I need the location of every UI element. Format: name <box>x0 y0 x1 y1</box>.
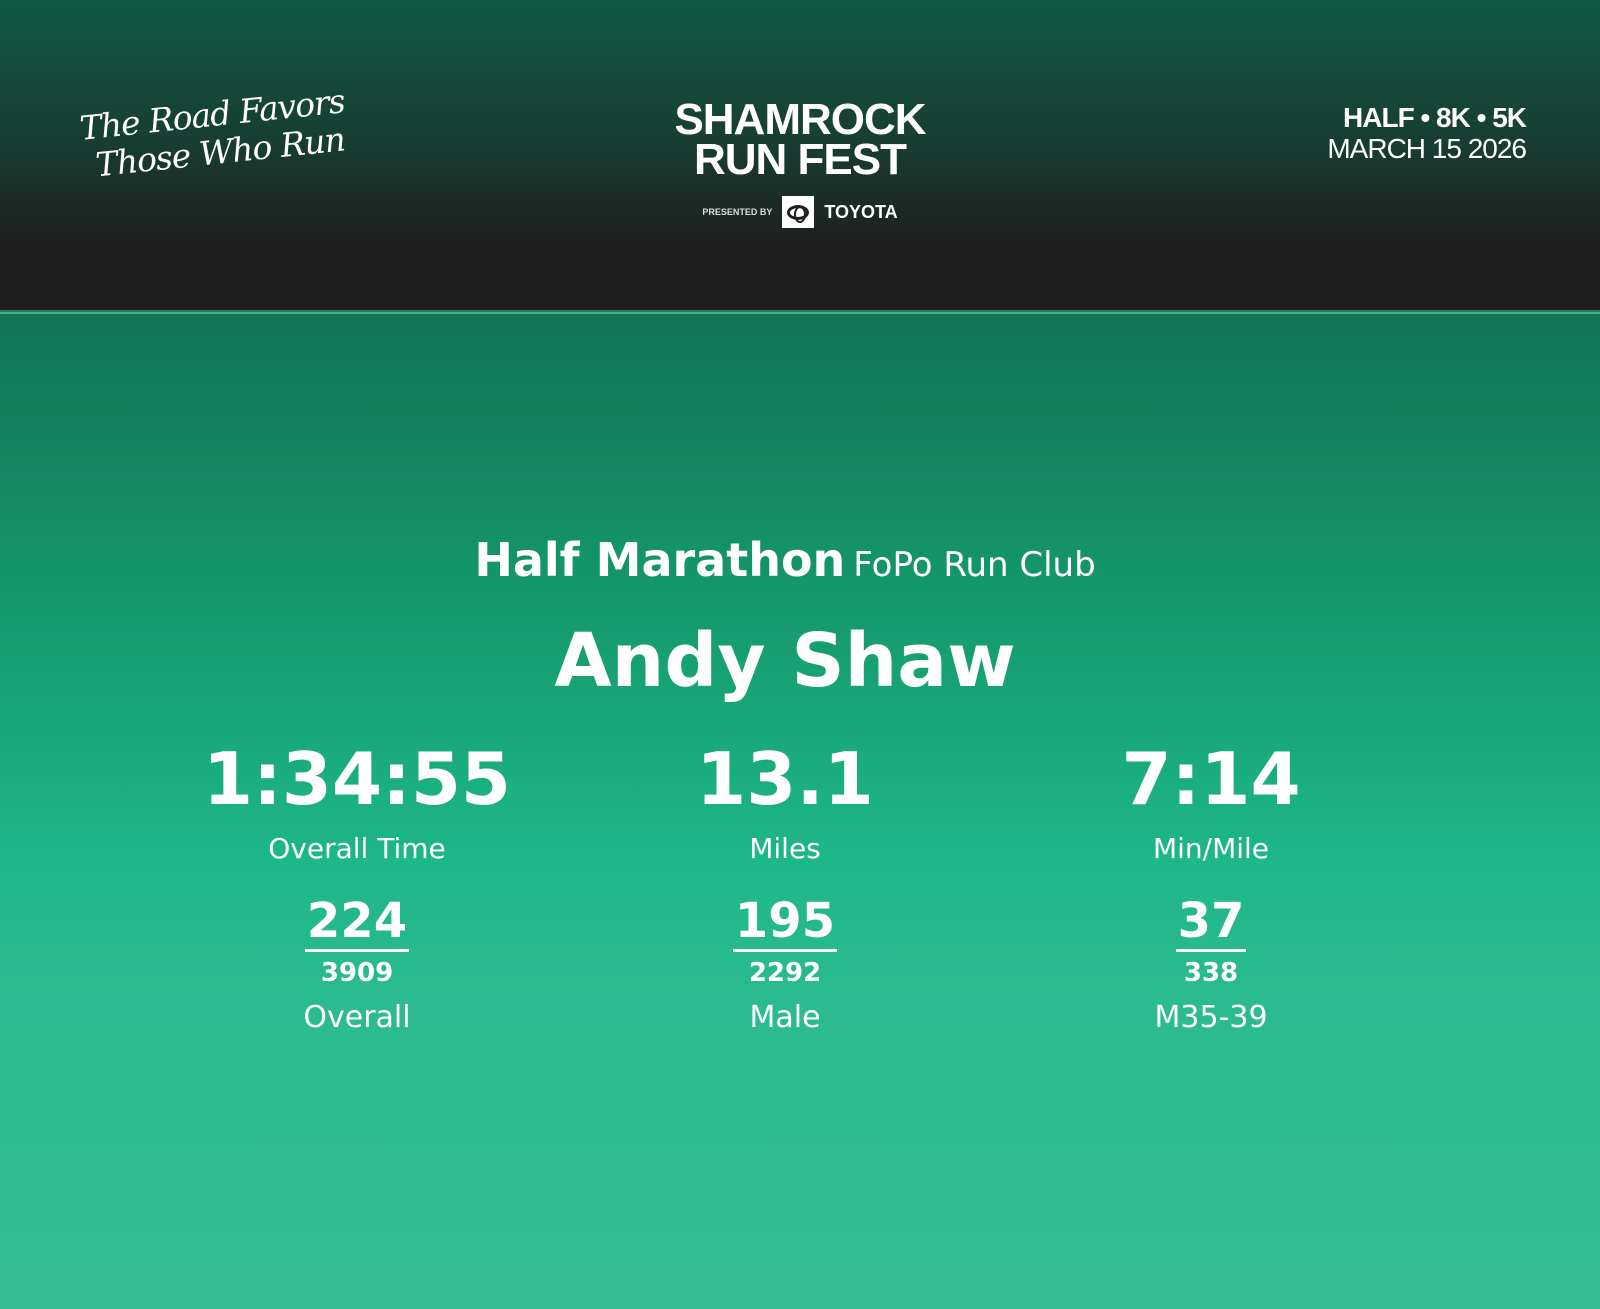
stat-value: 7:14 <box>1121 737 1301 821</box>
header-banner: The Road Favors Those Who Run SHAMROCK R… <box>0 0 1600 312</box>
runner-name: Andy Shaw <box>554 618 1016 704</box>
rank-category: Overall <box>303 1000 411 1035</box>
result-panel <box>0 314 1600 1309</box>
event-info: HALF • 8K • 5K MARCH 15 2026 <box>1327 102 1527 164</box>
logo-line1: SHAMROCK <box>674 95 926 144</box>
logo-line2: RUN FEST <box>694 135 907 184</box>
race-name: Half Marathon <box>474 533 846 587</box>
rank-category: M35-39 <box>1154 1000 1268 1035</box>
event-logo: SHAMROCK RUN FEST PRESENTED BY TOYOTA <box>0 95 1600 228</box>
stat-label: Overall Time <box>268 832 446 865</box>
rank-category: Male <box>749 1000 821 1035</box>
stat-column-pace: 7:14 Min/Mile 37 338 M35-39 <box>1011 740 1411 1035</box>
toyota-logo-icon <box>782 196 815 228</box>
sponsor-name: TOYOTA <box>824 201 898 222</box>
stat-column-time: 1:34:55 Overall Time 224 3909 Overall <box>157 740 557 1035</box>
event-distances: HALF • 8K • 5K <box>1343 102 1527 133</box>
stat-label: Miles <box>749 832 821 865</box>
rank-place: 195 <box>732 893 838 952</box>
sponsor-lockup: PRESENTED BY TOYOTA <box>0 196 1600 228</box>
stat-value: 13.1 <box>696 737 874 821</box>
stat-label: Min/Mile <box>1152 832 1270 865</box>
race-heading: Half Marathon FoPo Run Club <box>0 533 1570 587</box>
event-date: MARCH 15 2026 <box>1327 133 1527 164</box>
stat-column-distance: 13.1 Miles 195 2292 Male <box>585 740 985 1035</box>
rank-total: 2292 <box>748 958 822 988</box>
rank-place: 37 <box>1175 893 1247 952</box>
rank-total: 338 <box>1183 958 1239 988</box>
presented-by: PRESENTED BY <box>702 207 773 217</box>
stat-value: 1:34:55 <box>202 737 512 821</box>
rank-place: 224 <box>304 893 410 952</box>
rank-total: 3909 <box>320 958 394 988</box>
club-name: FoPo Run Club <box>853 545 1096 585</box>
